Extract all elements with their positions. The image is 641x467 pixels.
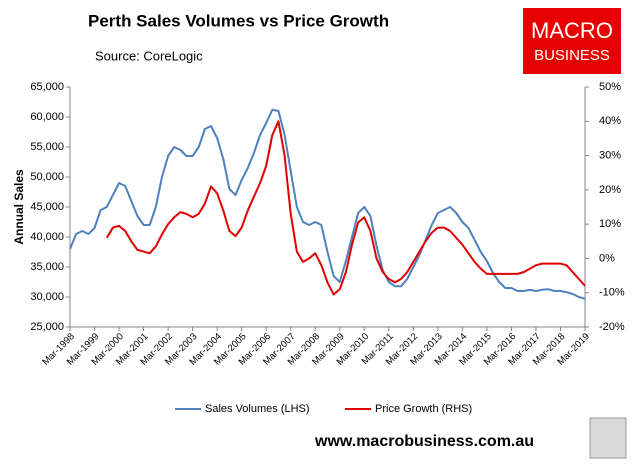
y-tick-label: 25,000 <box>30 321 64 333</box>
source: Source: CoreLogic <box>95 48 203 63</box>
logo-text: MACRO <box>531 18 613 43</box>
logo-box <box>523 8 621 74</box>
y2-tick-label: -20% <box>599 321 625 333</box>
y-tick-label: 45,000 <box>30 201 64 213</box>
y-tick-label: 65,000 <box>30 81 64 93</box>
y2-tick-label: 20% <box>599 184 621 196</box>
website: www.macrobusiness.com.au <box>314 433 534 450</box>
legend-label: Sales Volumes (LHS) <box>205 403 310 415</box>
series-line <box>105 120 586 296</box>
y2-tick-label: 50% <box>599 81 621 93</box>
logo-icon <box>589 417 627 459</box>
y2-tick-label: 30% <box>599 149 621 161</box>
y2-tick-label: 10% <box>599 218 621 230</box>
logo-text: BUSINESS <box>534 47 610 64</box>
y-axis-title: Annual Sales <box>12 169 26 245</box>
y2-tick-label: 40% <box>599 115 621 127</box>
legend-label: Price Growth (RHS) <box>375 403 472 415</box>
y-tick-label: 30,000 <box>30 291 64 303</box>
y-tick-label: 55,000 <box>30 141 64 153</box>
y-tick-label: 50,000 <box>30 171 64 183</box>
series-line <box>69 108 586 300</box>
y2-tick-label: -10% <box>599 287 625 299</box>
y2-tick-label: 0% <box>599 252 615 264</box>
y-tick-label: 60,000 <box>30 111 64 123</box>
chart-title: Perth Sales Volumes vs Price Growth <box>88 11 389 30</box>
y-tick-label: 35,000 <box>30 261 64 273</box>
y-tick-label: 40,000 <box>30 231 64 243</box>
